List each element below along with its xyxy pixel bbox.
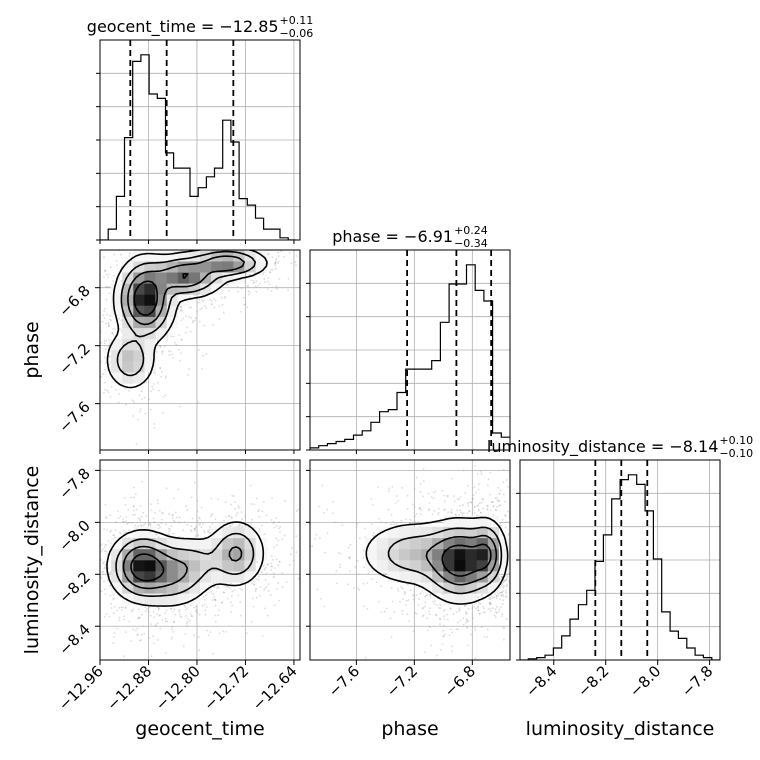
x-axis-label: luminosity_distance: [526, 718, 715, 740]
y-axis-luminosity_distance: −8.4 −8.2 −8.0 −7.8 luminosity_distance: [21, 464, 100, 659]
axes-frame: [519, 459, 721, 661]
contour-level-0: [106, 250, 268, 389]
histogram-step: [100, 54, 297, 240]
title-upper-error: +0.10: [719, 434, 753, 447]
x-axis-label: phase: [381, 718, 438, 740]
hist-panel-geocent_time: geocent_time = −12.85 +0.11−0.06: [87, 14, 313, 241]
density-panel-geocent_time-vs-luminosity_distance: [99, 459, 301, 661]
x-tick-label: −6.8: [441, 662, 479, 700]
density-panel-geocent_time-vs-phase: [99, 249, 301, 451]
x-tick-label: −7.6: [325, 662, 363, 700]
density-cells: [111, 250, 267, 384]
contour-level-2: [122, 545, 243, 590]
x-tick-label: −7.2: [383, 662, 421, 700]
y-tick-label: −7.8: [55, 464, 93, 502]
contour-level-0: [106, 521, 265, 607]
hist-title-luminosity_distance: luminosity_distance = −8.14 +0.10−0.10: [487, 434, 753, 460]
histogram-step: [310, 264, 510, 450]
x-tick-label: −12.80: [152, 662, 204, 714]
x-tick-label: −8.0: [626, 662, 664, 700]
x-tick-label: −7.8: [678, 662, 716, 700]
histogram-step: [520, 474, 720, 660]
axes-frame: [309, 459, 511, 661]
title-lower-error: −0.10: [719, 447, 753, 460]
axes-frame: [309, 249, 511, 451]
title-main: geocent_time = −12.85: [87, 17, 279, 37]
hist-title-phase: phase = −6.91 +0.24−0.34: [332, 224, 488, 250]
x-tick-label: −12.88: [103, 662, 155, 714]
hist-panel-phase: phase = −6.91 +0.24−0.34: [306, 224, 511, 451]
y-tick-label: −6.8: [55, 282, 93, 320]
x-tick-label: −12.72: [200, 662, 252, 714]
hist-title-geocent_time: geocent_time = −12.85 +0.11−0.06: [87, 14, 313, 40]
contour-level-0: [365, 516, 509, 605]
title-upper-error: +0.11: [280, 14, 314, 27]
axes-frame: [99, 249, 301, 451]
title-upper-error: +0.24: [454, 224, 488, 237]
x-tick-label: −8.4: [522, 662, 560, 700]
axes-frame: [99, 39, 301, 241]
grid: [99, 40, 300, 240]
y-tick-label: −7.6: [55, 398, 93, 436]
y-tick-label: −8.4: [55, 620, 93, 658]
x-axis-geocent_time: −12.96−12.88−12.80−12.72−12.64 geocent_ti…: [55, 660, 301, 740]
grid: [310, 250, 510, 450]
contour-level-2: [127, 255, 245, 326]
x-axis-label: geocent_time: [135, 718, 264, 740]
contour-level-1: [115, 532, 255, 597]
contour-level-3: [133, 273, 189, 316]
hist-panel-luminosity_distance: luminosity_distance = −8.14 +0.10−0.10: [487, 434, 753, 661]
sample-scatter: [100, 250, 298, 445]
contour-level-1: [116, 250, 256, 377]
title-main: phase = −6.91: [332, 227, 453, 246]
x-tick-label: −12.96: [55, 662, 107, 714]
axes-frame: [99, 459, 301, 661]
title-main: luminosity_distance = −8.14: [487, 437, 718, 457]
title-lower-error: −0.34: [454, 237, 488, 250]
density-panel-phase-vs-luminosity_distance: [309, 459, 511, 661]
x-tick-label: −8.2: [574, 662, 612, 700]
x-tick-label: −12.64: [249, 662, 301, 714]
y-axis-label: phase: [21, 321, 43, 378]
contour-level-1: [387, 526, 503, 595]
y-tick-label: −8.2: [55, 568, 93, 606]
y-axis-phase: −7.6 −7.2 −6.8 phase: [21, 282, 100, 436]
contour-level-3: [441, 543, 492, 577]
y-tick-label: −7.2: [55, 340, 93, 378]
grid: [520, 460, 720, 660]
contour-level-2: [425, 534, 498, 586]
x-axis-luminosity_distance: −8.4 −8.2 −8.0 −7.8 luminosity_distance: [522, 660, 716, 740]
y-axis-label: luminosity_distance: [21, 466, 43, 655]
title-lower-error: −0.06: [280, 27, 314, 40]
y-tick-label: −8.0: [55, 516, 93, 554]
contour-level-3: [130, 553, 165, 582]
